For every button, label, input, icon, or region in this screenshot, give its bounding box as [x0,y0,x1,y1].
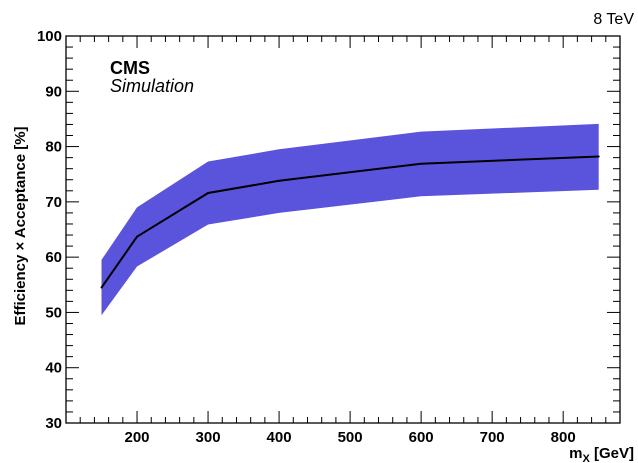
x-tick-label: 700 [480,429,505,446]
x-tick-label: 300 [196,429,221,446]
x-tick-label: 200 [125,429,150,446]
y-tick-label: 60 [45,249,62,266]
y-tick-label: 40 [45,360,62,377]
energy-label: 8 TeV [593,11,634,28]
y-tick-label: 90 [45,83,62,100]
x-tick-label: 500 [338,429,363,446]
data-point [207,192,210,195]
simulation-label: Simulation [110,76,194,96]
y-tick-label: 50 [45,304,62,321]
uncertainty-band [101,123,599,316]
data-point [136,235,139,238]
y-ticks: 30 40 50 60 70 80 90 100 [37,28,620,432]
axes-layer: 30 40 50 60 70 80 90 100 200 300 400 500 600 700 800 [37,28,621,446]
data-point [100,286,103,289]
y-tick-label: 70 [45,194,62,211]
y-axis-label: Efficiency × Acceptance [%] [12,126,29,325]
x-axis-label-sub: X [582,453,590,463]
data-point [597,155,600,158]
y-tick-label: 100 [37,28,62,45]
x-tick-label: 600 [409,429,434,446]
central-line-layer [100,155,600,289]
uncertainty-band-layer [101,123,599,316]
plot-frame [65,35,621,424]
x-ticks: 200 300 400 500 600 700 800 [65,36,621,446]
y-tick-label: 30 [45,415,62,432]
x-tick-label: 800 [551,429,576,446]
experiment-label: CMS [110,58,150,78]
x-tick-label: 400 [267,429,292,446]
y-tick-label: 80 [45,139,62,156]
labels-layer: 8 TeV CMS Simulation Efficiency × Accept… [12,11,634,463]
central-line [100,155,599,289]
x-axis-label-main: m [569,445,582,462]
x-axis-label-unit: [GeV] [590,445,634,462]
data-point [420,162,423,165]
data-point [278,179,281,182]
x-axis-label: mX [GeV] [569,445,634,463]
